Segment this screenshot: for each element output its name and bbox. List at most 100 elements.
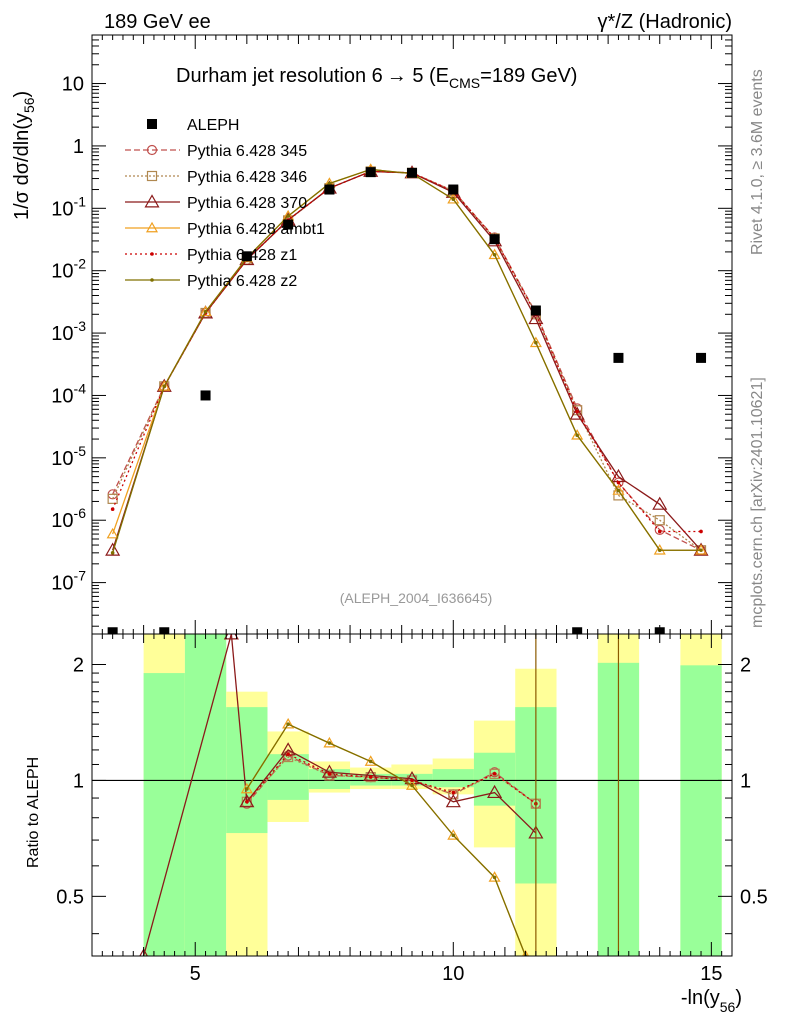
series-marker: [492, 252, 497, 257]
series-marker: [286, 752, 290, 756]
aleph-data-point: [365, 167, 376, 178]
series-marker: [321, 764, 337, 778]
legend-label: Pythia 6.428 z1: [187, 247, 297, 264]
series-marker: [451, 197, 456, 201]
series-marker: [110, 507, 115, 512]
mcplots-label: mcplots.cern.ch [arXiv:2401.10621]: [749, 377, 766, 628]
legend-marker: [150, 278, 154, 282]
main-y-tick-label: 10: [62, 74, 84, 96]
band-green: [143, 673, 185, 956]
ratio-uncertainty-bands: [143, 634, 722, 956]
series-marker: [699, 529, 703, 534]
series-marker: [487, 784, 503, 799]
band-green: [184, 634, 227, 956]
legend-marker: [147, 119, 157, 129]
series-marker: [286, 214, 290, 218]
series-marker: [404, 771, 420, 785]
main-y-tick-label: 10-1: [51, 193, 86, 220]
series-marker: [156, 378, 172, 392]
series-marker: [327, 741, 332, 745]
ratio-y-tick-label-right: 2: [740, 654, 751, 676]
series-marker: [492, 772, 497, 776]
series-marker: [657, 529, 662, 534]
series-marker: [654, 515, 665, 526]
x-axis-label: -ln(y56): [681, 987, 742, 1015]
series-marker: [569, 406, 585, 420]
series-marker: [223, 634, 239, 640]
series-line: [142, 634, 537, 956]
analysis-watermark: (ALEPH_2004_I636645): [340, 590, 493, 606]
series-marker: [534, 340, 538, 345]
series-line: [112, 170, 702, 551]
aleph-data-point: [407, 167, 417, 178]
series-marker: [528, 310, 544, 325]
band-green: [308, 769, 351, 789]
x-tick-label: 15: [700, 963, 722, 985]
legend-marker: [145, 221, 159, 233]
legend-label: ALEPH: [187, 117, 239, 134]
legend-marker: [150, 252, 154, 256]
series-marker: [488, 248, 501, 260]
series-marker: [199, 305, 212, 317]
series-marker: [613, 477, 624, 488]
legend-marker: [146, 170, 158, 182]
aleph-data-point: [283, 219, 294, 230]
series-marker: [158, 380, 171, 391]
main-y-tick-label: 10-2: [51, 256, 86, 283]
series-marker: [286, 722, 290, 726]
series-marker: [363, 767, 379, 781]
series-marker: [203, 309, 208, 314]
legend: ALEPH Pythia 6.428 345 Pythia 6.428 346 Pyt…: [125, 117, 325, 290]
series-marker: [522, 949, 530, 956]
band-green: [350, 773, 392, 786]
main-y-tick-label: 1: [73, 136, 84, 158]
series-marker: [489, 768, 500, 779]
series-marker: [652, 496, 668, 510]
series-marker: [657, 548, 662, 553]
main-y-tick-label: 10-4: [51, 380, 86, 407]
series-marker: [410, 783, 414, 788]
series-marker: [245, 787, 249, 791]
aleph-data-point: [613, 352, 624, 363]
ratio-y-tick-label: 0.5: [56, 886, 84, 908]
series-marker: [239, 794, 255, 808]
series-marker: [492, 875, 497, 880]
band-green: [226, 707, 268, 834]
band-green: [680, 665, 722, 956]
series-marker: [575, 409, 579, 414]
series-marker: [162, 384, 167, 389]
x-tick-label: 10: [442, 963, 464, 985]
aleph-data-point: [448, 184, 459, 195]
legend-marker: [146, 144, 158, 156]
series-marker: [451, 790, 456, 795]
main-y-tick-label: 10-6: [51, 505, 86, 532]
series-marker: [105, 542, 121, 556]
series-marker: [368, 759, 373, 764]
band-green: [432, 769, 474, 788]
header-right: γ*/Z (Hadronic): [598, 11, 732, 33]
legend-marker: [144, 194, 160, 208]
series-marker: [240, 782, 253, 794]
legend-label: Pythia 6.428 346: [187, 169, 307, 186]
series-line: [246, 723, 527, 956]
legend-label: Pythia 6.428 ambt1: [187, 221, 325, 238]
series-marker: [571, 429, 584, 440]
x-tick-label: 5: [190, 963, 201, 985]
series-marker: [575, 433, 579, 438]
series-marker: [699, 548, 703, 553]
main-y-tick-label: 10-3: [51, 318, 86, 345]
ratio-y-tick-label: 1: [73, 770, 84, 792]
series-marker: [529, 336, 542, 348]
series-marker: [405, 779, 419, 790]
ratio-y-tick-label-right: 0.5: [740, 886, 768, 908]
legend-label: Pythia 6.428 z2: [187, 273, 297, 290]
ratio-y-tick-label-right: 1: [740, 770, 751, 792]
aleph-data-point: [696, 352, 707, 363]
series-marker: [616, 488, 621, 493]
series-marker: [410, 778, 414, 783]
chart-title: Durham jet resolution 6 → 5 (ECMS=189 GeV…: [176, 65, 577, 91]
series-marker: [282, 717, 295, 729]
series-marker: [324, 770, 335, 781]
aleph-data-point: [489, 234, 500, 245]
